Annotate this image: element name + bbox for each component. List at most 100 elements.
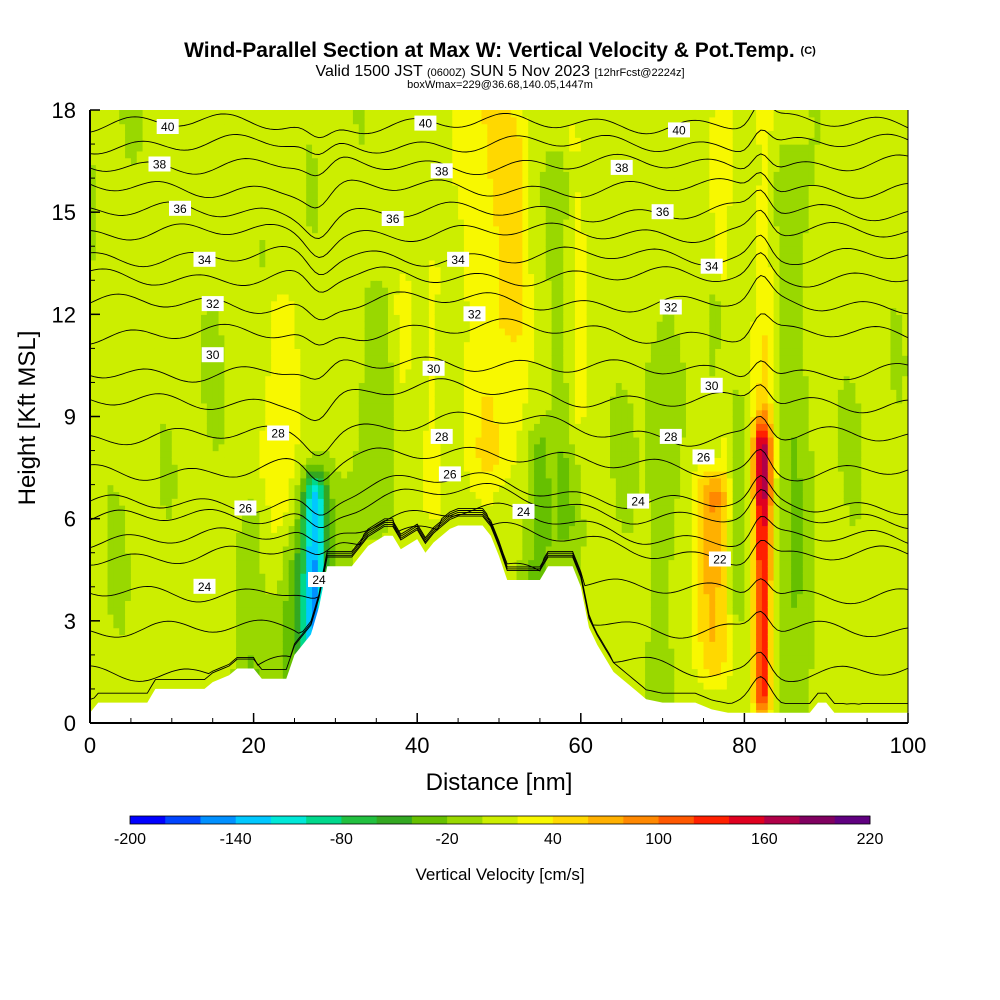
velocity-cell <box>183 300 190 309</box>
velocity-cell <box>393 225 401 234</box>
velocity-cell <box>347 300 354 309</box>
velocity-cell <box>241 130 249 138</box>
velocity-cell <box>160 184 167 193</box>
velocity-cell <box>195 627 202 636</box>
velocity-cell <box>142 525 150 533</box>
velocity-cell <box>358 184 366 193</box>
velocity-cell <box>259 246 266 254</box>
velocity-cell <box>206 627 214 636</box>
velocity-cell <box>90 518 97 527</box>
velocity-cell <box>376 232 383 241</box>
velocity-cell <box>317 430 325 438</box>
velocity-cell <box>148 518 155 527</box>
velocity-cell <box>224 205 231 213</box>
velocity-cell <box>364 464 372 472</box>
velocity-cell <box>95 314 103 322</box>
velocity-cell <box>323 225 331 234</box>
velocity-cell <box>370 253 377 261</box>
velocity-cell <box>171 464 179 472</box>
velocity-cell <box>259 552 266 561</box>
velocity-cell <box>206 123 214 132</box>
velocity-cell <box>329 239 336 247</box>
velocity-cell <box>247 321 255 329</box>
velocity-cell <box>230 511 237 520</box>
velocity-cell <box>218 327 225 336</box>
velocity-cell <box>195 110 202 118</box>
velocity-cell <box>393 396 401 404</box>
velocity-cell <box>148 641 155 649</box>
velocity-cell <box>411 443 418 452</box>
velocity-cell <box>271 600 278 608</box>
velocity-cell <box>253 654 261 663</box>
velocity-cell <box>282 470 290 479</box>
velocity-cell <box>393 368 401 377</box>
velocity-cell <box>265 218 272 227</box>
velocity-cell <box>393 416 401 424</box>
velocity-cell <box>259 593 266 601</box>
velocity-cell <box>189 620 196 629</box>
velocity-cell <box>236 259 243 268</box>
velocity-cell <box>218 532 225 540</box>
velocity-cell <box>177 668 185 676</box>
velocity-cell <box>130 586 138 595</box>
velocity-cell <box>387 464 395 472</box>
velocity-cell <box>206 327 214 336</box>
velocity-cell <box>165 246 173 254</box>
velocity-cell <box>236 620 243 629</box>
velocity-cell <box>317 511 325 520</box>
velocity-cell <box>247 484 255 493</box>
velocity-cell <box>399 300 407 309</box>
velocity-cell <box>271 443 278 452</box>
velocity-cell <box>312 137 319 145</box>
velocity-cell <box>201 552 208 561</box>
velocity-cell <box>236 362 243 370</box>
velocity-cell <box>247 368 255 377</box>
velocity-cell <box>300 280 307 288</box>
velocity-cell <box>329 355 336 363</box>
velocity-cell <box>364 375 372 384</box>
velocity-cell <box>224 484 231 493</box>
velocity-cell <box>113 620 120 629</box>
velocity-cell <box>136 273 144 281</box>
velocity-cell <box>300 409 307 418</box>
velocity-cell <box>265 280 272 288</box>
velocity-cell <box>218 416 225 424</box>
velocity-cell <box>276 409 284 418</box>
velocity-cell <box>206 191 214 200</box>
velocity-cell <box>224 641 231 649</box>
velocity-cell <box>294 634 301 642</box>
velocity-cell <box>95 150 103 159</box>
velocity-cell <box>323 321 331 329</box>
velocity-cell <box>253 150 261 159</box>
velocity-cell <box>101 607 109 615</box>
velocity-cell <box>347 225 354 234</box>
velocity-cell <box>387 123 395 132</box>
velocity-cell <box>130 130 138 138</box>
velocity-cell <box>206 130 214 138</box>
velocity-cell <box>306 586 313 595</box>
velocity-cell <box>341 498 348 506</box>
velocity-cell <box>347 239 354 247</box>
velocity-cell <box>218 341 225 349</box>
velocity-cell <box>160 470 167 479</box>
velocity-cell <box>189 573 196 581</box>
velocity-cell <box>399 409 407 418</box>
velocity-cell <box>271 368 278 377</box>
velocity-cell <box>405 232 412 241</box>
velocity-cell <box>224 123 231 132</box>
velocity-cell <box>142 287 150 295</box>
velocity-cell <box>364 130 372 138</box>
velocity-cell <box>241 300 249 309</box>
velocity-cell <box>218 430 225 438</box>
velocity-cell <box>329 334 336 343</box>
velocity-cell <box>376 505 383 513</box>
velocity-cell <box>323 157 331 166</box>
velocity-cell <box>195 477 202 486</box>
velocity-cell <box>265 327 272 336</box>
velocity-cell <box>201 402 208 411</box>
velocity-cell <box>212 246 220 254</box>
velocity-cell <box>101 539 109 547</box>
velocity-cell <box>119 293 126 302</box>
velocity-cell <box>364 341 372 349</box>
velocity-cell <box>347 450 354 458</box>
